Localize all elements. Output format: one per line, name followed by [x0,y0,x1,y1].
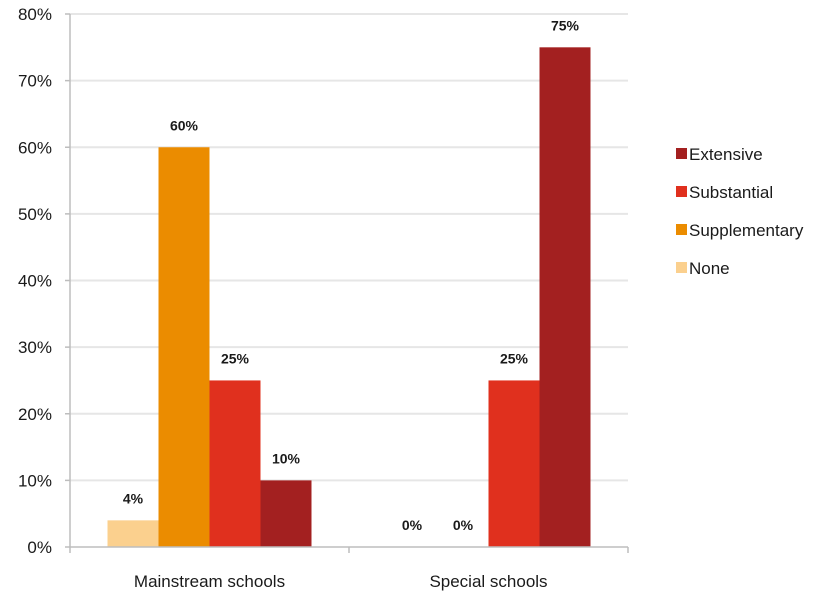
data-label: 75% [551,17,580,33]
x-category-label: Mainstream schools [134,572,285,591]
y-tick-label: 70% [18,72,52,91]
legend-swatch [676,148,687,159]
legend: Extensive Substantial Supplementary None [676,145,804,278]
data-label: 0% [402,517,423,533]
bar-extensive [539,47,591,547]
y-tick-label: 30% [18,338,52,357]
legend-swatch [676,186,687,197]
data-label: 0% [453,517,474,533]
data-label: 10% [272,450,301,466]
data-label: 60% [170,117,199,133]
legend-label: Extensive [689,145,763,164]
legend-label: Substantial [689,183,773,202]
legend-swatch [676,224,687,235]
y-tick-label: 50% [18,205,52,224]
data-label: 25% [500,350,529,366]
data-labels: 4% 60% 25% 10% 0% 0% 25% 75% [123,17,580,533]
y-tick-label: 80% [18,5,52,24]
y-tick-label: 40% [18,272,52,291]
x-category-label: Special schools [429,572,547,591]
x-axis: Mainstream schools Special schools [69,546,629,591]
legend-label: None [689,259,730,278]
y-tick-label: 10% [18,471,52,490]
y-tick-label: 20% [18,405,52,424]
bar-substantial [488,380,540,547]
bar-substantial [209,380,261,547]
bars [107,47,591,547]
legend-swatch [676,262,687,273]
legend-label: Supplementary [689,221,804,240]
data-label: 25% [221,350,250,366]
bar-supplementary [158,147,210,547]
bar-none [107,520,159,547]
data-label: 4% [123,490,144,506]
y-axis: 0% 10% 20% 30% 40% 50% 60% 70% 80% [18,5,71,557]
y-tick-label: 0% [27,538,52,557]
y-tick-label: 60% [18,138,52,157]
bar-extensive [260,480,312,547]
